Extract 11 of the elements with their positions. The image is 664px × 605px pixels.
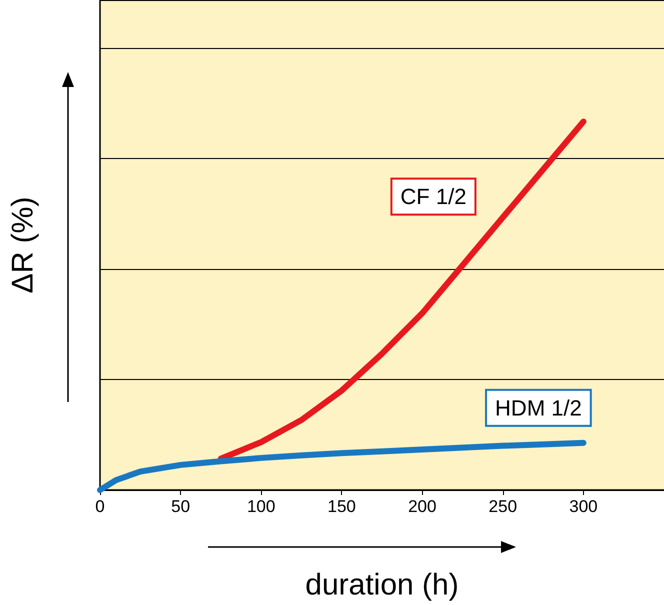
x-tick-label: 150 [328,497,356,516]
y-axis-title: ΔR (%) [6,196,40,294]
x-tick-label: 0 [95,497,105,516]
x-tick-label: 300 [569,497,598,516]
x-axis-title: duration (h) [305,568,459,602]
series-label: CF 1/2 [400,184,466,210]
x-tick-label: 250 [488,497,518,516]
x-tick-label: 200 [408,497,436,516]
series-label: HDM 1/2 [495,395,582,420]
x-tick-label: 100 [246,497,276,516]
x-tick-label: 50 [171,497,190,516]
